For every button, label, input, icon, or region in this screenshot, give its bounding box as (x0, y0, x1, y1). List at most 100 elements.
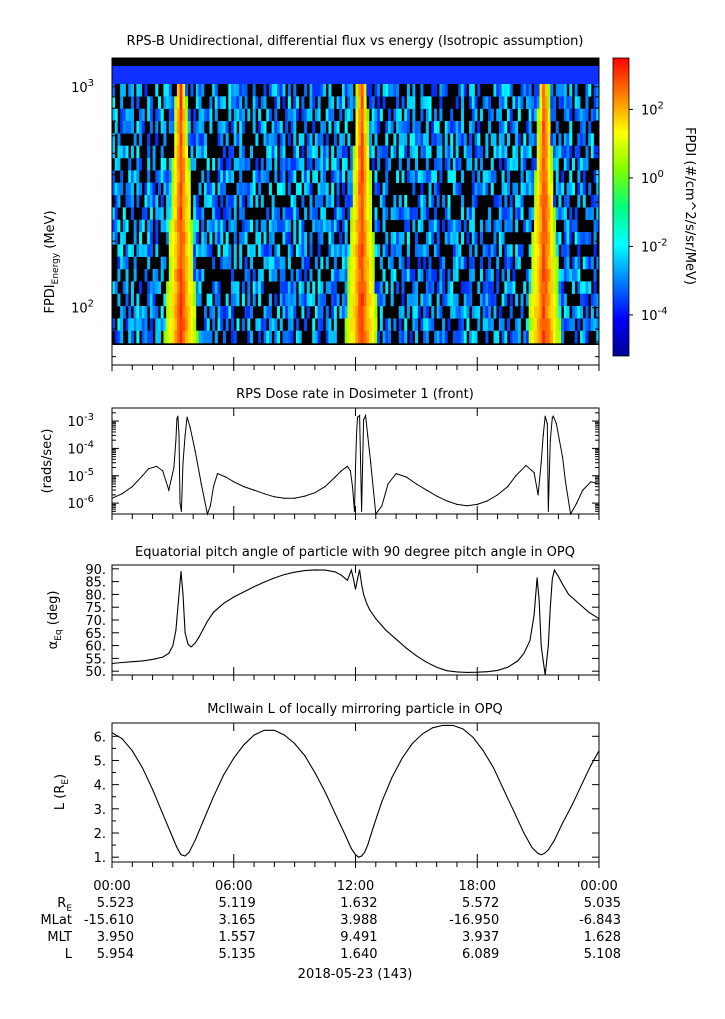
spectrogram-cell (290, 269, 294, 282)
spectrogram-cell (588, 232, 592, 245)
spectrogram-cell (171, 330, 175, 344)
spectrogram-y-tick-exp: 2 (88, 299, 94, 310)
spectrogram-cell (539, 293, 543, 307)
mcilwain-l-y-tick-label: 6. (94, 730, 106, 745)
spectrogram-cell (268, 293, 272, 307)
spectrogram-cell (520, 207, 524, 220)
spectrogram-cell (122, 108, 126, 122)
spectrogram-cell (531, 133, 535, 146)
spectrogram-cell (544, 158, 548, 171)
spectrogram-cell (117, 269, 121, 282)
pitch-angle-point (350, 569, 352, 571)
spectrogram-cell (298, 158, 302, 171)
spectrogram-cell (323, 121, 327, 134)
spectrogram-cell (436, 133, 440, 146)
spectrogram-cell (117, 195, 121, 208)
mcilwain-l-point (432, 727, 434, 729)
spectrogram-cell (306, 293, 310, 307)
spectrogram-cell (396, 84, 400, 97)
spectrogram-cell (193, 108, 197, 122)
spectrogram-cell (352, 244, 356, 257)
spectrogram-cell (553, 256, 557, 270)
spectrogram-cell (569, 170, 573, 183)
spectrogram-cell (461, 121, 465, 134)
spectrogram-cell (593, 244, 597, 257)
spectrogram-cell (396, 281, 400, 294)
dose-rate-panel: RPS Dose rate in Dosimeter 1 (front) 10-… (40, 387, 600, 520)
spectrogram-cell (542, 158, 546, 171)
spectrogram-cell (425, 145, 429, 159)
dose-rate-point (162, 470, 164, 472)
spectrogram-cell (566, 244, 570, 257)
spectrogram-cell (130, 244, 134, 257)
pitch-angle-frame (111, 564, 600, 676)
spectrogram-cell (485, 330, 489, 344)
pitch-angle-point (547, 645, 549, 647)
spectrogram-cell (536, 281, 540, 294)
spectrogram-cell (352, 330, 356, 344)
spectrogram-cell (493, 219, 497, 233)
spectrogram-cell (366, 182, 370, 196)
spectrogram-cell (398, 145, 402, 159)
spectrogram-cell (217, 281, 221, 294)
pitch-angle-point (353, 578, 354, 580)
spectrogram-cell (352, 207, 356, 220)
spectrogram-cell (130, 170, 134, 183)
spectrogram-cell (528, 182, 532, 196)
spectrogram-cell (517, 256, 521, 270)
spectrogram-cell (225, 232, 229, 245)
spectrogram-cell (452, 232, 456, 245)
time-row-name-sub: E (66, 904, 72, 914)
spectrogram-cell (377, 293, 381, 307)
spectrogram-y-tick-label: 102 (71, 299, 94, 317)
spectrogram-cell (504, 281, 508, 294)
pitch-angle-point (366, 602, 368, 604)
spectrogram-cell (469, 244, 473, 257)
mcilwain-l-point (562, 822, 563, 824)
spectrogram-cell (504, 219, 508, 233)
spectrogram-cell (558, 330, 562, 344)
spectrogram-cell (193, 244, 197, 257)
spectrogram-cell (144, 195, 148, 208)
spectrogram-cell (436, 121, 440, 134)
spectrogram-cell (406, 219, 410, 233)
spectrogram-cell (217, 170, 221, 183)
spectrogram-cell (314, 256, 318, 270)
pitch-angle-point (507, 666, 509, 668)
spectrogram-cell (398, 244, 402, 257)
spectrogram-cell (509, 281, 513, 294)
spectrogram-cell (344, 318, 348, 331)
spectrogram-cell (550, 108, 554, 122)
spectrogram-cell (233, 293, 237, 307)
spectrogram-cell (369, 244, 373, 257)
spectrogram-cell (425, 244, 429, 257)
spectrogram-cell (133, 269, 137, 282)
spectrogram-cell (544, 219, 548, 233)
spectrogram-cell (482, 318, 486, 331)
pitch-angle-y-tick-label: 80. (85, 588, 106, 603)
spectrogram-cell (371, 330, 375, 344)
dose-rate-point (456, 503, 458, 505)
spectrogram-cell (266, 108, 270, 122)
spectrogram-cell (182, 269, 186, 282)
spectrogram-cell (539, 219, 543, 233)
spectrogram-cell (214, 219, 218, 233)
spectrogram-cell (282, 96, 286, 109)
spectrogram-cell (249, 306, 253, 319)
spectrogram-cell (534, 207, 538, 220)
spectrogram-cell (287, 108, 291, 122)
dose-rate-point (466, 505, 468, 507)
spectrogram-cell (176, 170, 180, 183)
spectrogram-cell (525, 219, 529, 233)
spectrogram-cell (122, 219, 126, 233)
dose-rate-point (334, 476, 336, 478)
spectrogram-cell (255, 96, 259, 109)
dose-rate-point (189, 426, 191, 428)
spectrogram-cell (130, 195, 134, 208)
spectrogram-cell (452, 269, 456, 282)
spectrogram-cell (341, 269, 345, 282)
pitch-angle-y-tick-label: 65. (85, 627, 106, 642)
spectrogram-cell (390, 121, 394, 134)
spectrogram-cell (193, 306, 197, 319)
spectrogram-cell (317, 281, 321, 294)
